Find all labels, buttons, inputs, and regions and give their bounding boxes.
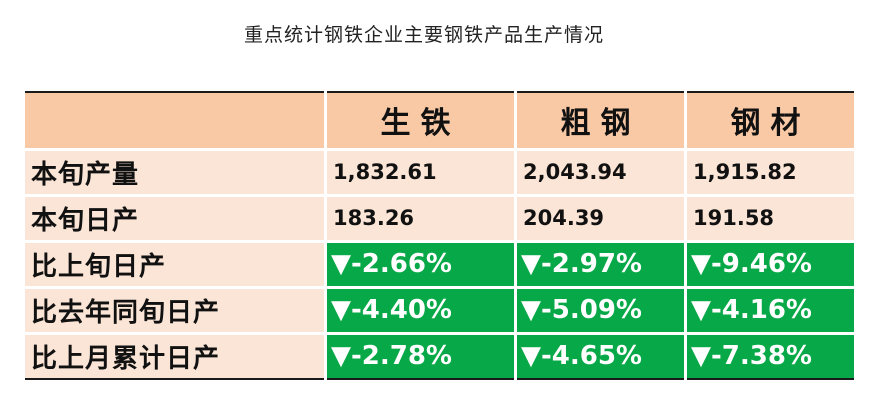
table-cell: 204.39 [514, 193, 687, 243]
decline-cell: ▼-7.38% [684, 331, 857, 380]
table-cell: 1,832.61 [324, 147, 517, 197]
production-table: 生铁 粗钢 钢材 本旬产量 1,832.61 2,043.94 1,915.82… [22, 91, 857, 380]
table-row: 比上月累计日产 ▼-2.78% ▼-4.65% ▼-7.38% [22, 331, 857, 380]
decline-cell: ▼-4.16% [684, 285, 857, 335]
row-label: 比上月累计日产 [22, 331, 327, 380]
table-cell: 1,915.82 [684, 147, 857, 197]
row-label: 本旬日产 [22, 193, 327, 243]
corner-cell [22, 91, 327, 150]
row-label: 比上旬日产 [22, 239, 327, 289]
page-title: 重点统计钢铁企业主要钢铁产品生产情况 [243, 24, 604, 46]
decline-cell: ▼-4.65% [514, 331, 687, 380]
decline-cell: ▼-5.09% [514, 285, 687, 335]
table-header-row: 生铁 粗钢 钢材 [22, 91, 857, 150]
decline-cell: ▼-2.78% [324, 331, 517, 380]
decline-cell: ▼-2.97% [514, 239, 687, 289]
row-label: 本旬产量 [22, 147, 327, 197]
table-cell: 191.58 [684, 193, 857, 243]
table-row: 比去年同旬日产 ▼-4.40% ▼-5.09% ▼-4.16% [22, 285, 857, 335]
table-cell: 2,043.94 [514, 147, 687, 197]
row-label: 比去年同旬日产 [22, 285, 327, 335]
decline-cell: ▼-4.40% [324, 285, 517, 335]
column-header-pig-iron: 生铁 [324, 91, 517, 150]
column-header-steel-products: 钢材 [684, 91, 857, 150]
table-row: 本旬日产 183.26 204.39 191.58 [22, 193, 857, 243]
decline-cell: ▼-2.66% [324, 239, 517, 289]
table-row: 本旬产量 1,832.61 2,043.94 1,915.82 [22, 147, 857, 197]
table-row: 比上旬日产 ▼-2.66% ▼-2.97% ▼-9.46% [22, 239, 857, 289]
column-header-crude-steel: 粗钢 [514, 91, 687, 150]
table-cell: 183.26 [324, 193, 517, 243]
decline-cell: ▼-9.46% [684, 239, 857, 289]
